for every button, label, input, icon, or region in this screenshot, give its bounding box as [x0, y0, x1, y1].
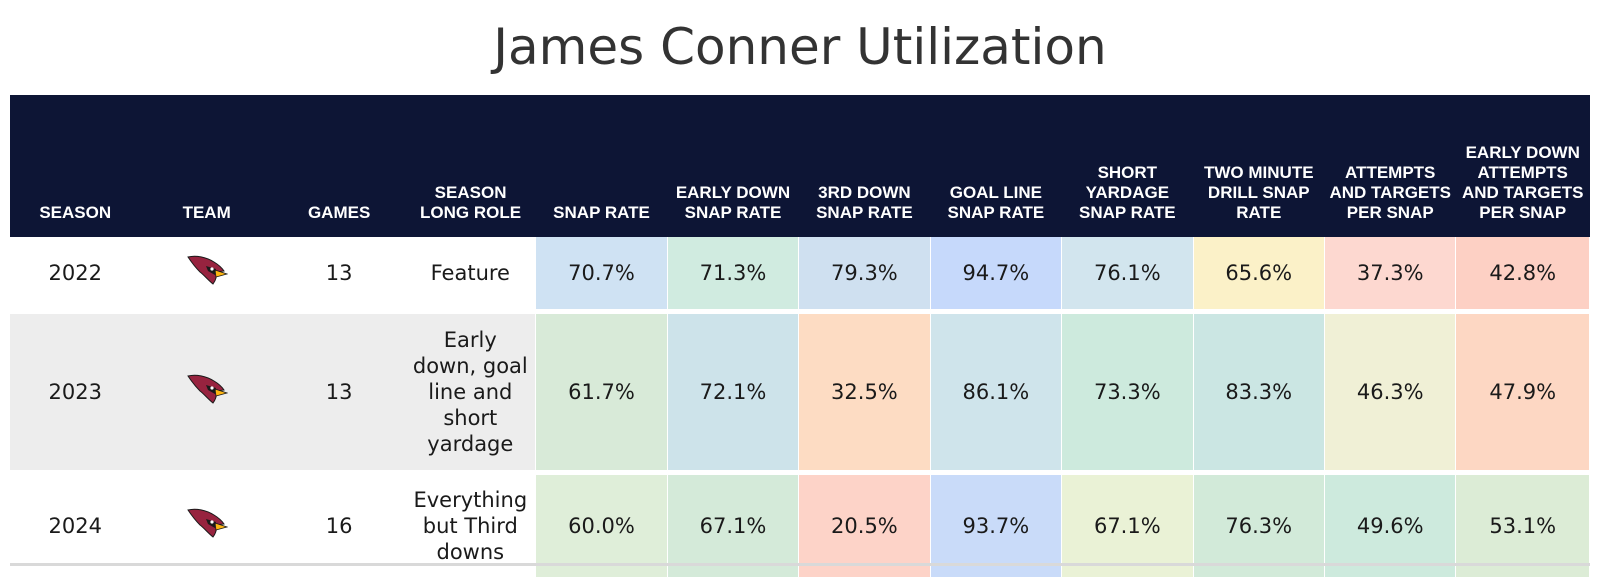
games-cell: 16: [272, 475, 406, 577]
metric-cell: 49.6%: [1323, 475, 1457, 577]
page-title: James Conner Utilization: [493, 18, 1107, 76]
utilization-table: SEASON TEAM GAMES SEASON LONG ROLE SNAP RATE…: [10, 95, 1590, 577]
team-cell: [140, 475, 273, 577]
metric-cell: 71.3%: [666, 237, 800, 309]
column-header: 3RD DOWN SNAP RATE: [798, 95, 931, 237]
cardinals-logo-icon: [186, 255, 228, 285]
metric-cell: 46.3%: [1323, 314, 1457, 470]
role-cell: Early down, goal line and short yardage: [405, 314, 536, 470]
column-header: TEAM: [140, 95, 273, 237]
column-header: EARLY DOWN SNAP RATE: [667, 95, 799, 237]
table-bottom-border: [10, 563, 1590, 566]
season-cell: 2023: [10, 314, 141, 470]
metric-cell: 53.1%: [1455, 475, 1590, 577]
role-label: Early down, goal line and short yardage: [412, 328, 528, 456]
metric-cell: 76.3%: [1192, 475, 1326, 577]
role-cell: Everything but Third downs: [405, 475, 536, 577]
column-header: SNAP RATE: [535, 95, 668, 237]
games-cell: 13: [272, 237, 406, 309]
metric-cell: 67.1%: [1061, 475, 1194, 577]
metric-cell: 70.7%: [535, 237, 668, 309]
role-label: Feature: [430, 261, 510, 285]
table-row: 2022 13 Feature 70.7% 71.3% 79.3% 94.7% 76.1% 65…: [10, 237, 1590, 309]
metric-cell: 76.1%: [1061, 237, 1194, 309]
metric-cell: 73.3%: [1061, 314, 1194, 470]
table-row: 2023 13 Early down, goal line and short ya…: [10, 314, 1590, 470]
metric-cell: 72.1%: [666, 314, 800, 470]
metric-cell: 93.7%: [929, 475, 1063, 577]
header-row: SEASON TEAM GAMES SEASON LONG ROLE SNAP RATE…: [10, 95, 1590, 237]
metric-cell: 67.1%: [666, 475, 800, 577]
metric-cell: 65.6%: [1192, 237, 1326, 309]
column-header: GAMES: [272, 95, 406, 237]
season-cell: 2022: [10, 237, 141, 309]
metric-cell: 47.9%: [1455, 314, 1590, 470]
metric-cell: 32.5%: [798, 314, 931, 470]
games-cell: 13: [272, 314, 406, 470]
column-header: GOAL LINE SNAP RATE: [930, 95, 1062, 237]
role-cell: Feature: [405, 237, 536, 309]
column-header: SEASON LONG ROLE: [405, 95, 536, 237]
metric-cell: 37.3%: [1323, 237, 1457, 309]
metric-cell: 20.5%: [798, 475, 931, 577]
team-cell: [140, 237, 273, 309]
metric-cell: 94.7%: [929, 237, 1063, 309]
column-header: SHORT YARDAGE SNAP RATE: [1061, 95, 1194, 237]
metric-cell: 79.3%: [798, 237, 931, 309]
role-label: Everything but Third downs: [413, 488, 528, 564]
metric-cell: 42.8%: [1455, 237, 1590, 309]
metric-cell: 86.1%: [929, 314, 1063, 470]
column-header: SEASON: [10, 95, 141, 237]
table-row: 2024 16 Everything but Third downs 60.0% 67.…: [10, 475, 1590, 577]
column-header: TWO MINUTE DRILL SNAP RATE: [1193, 95, 1325, 237]
metric-cell: 61.7%: [535, 314, 668, 470]
season-cell: 2024: [10, 475, 141, 577]
team-cell: [140, 314, 273, 470]
cardinals-logo-icon: [186, 374, 228, 404]
metric-cell: 60.0%: [535, 475, 668, 577]
metric-cell: 83.3%: [1192, 314, 1326, 470]
column-header: EARLY DOWN ATTEMPTS AND TARGETS PER SNAP: [1455, 95, 1590, 237]
column-header: ATTEMPTS AND TARGETS PER SNAP: [1324, 95, 1456, 237]
cardinals-logo-icon: [186, 508, 228, 538]
